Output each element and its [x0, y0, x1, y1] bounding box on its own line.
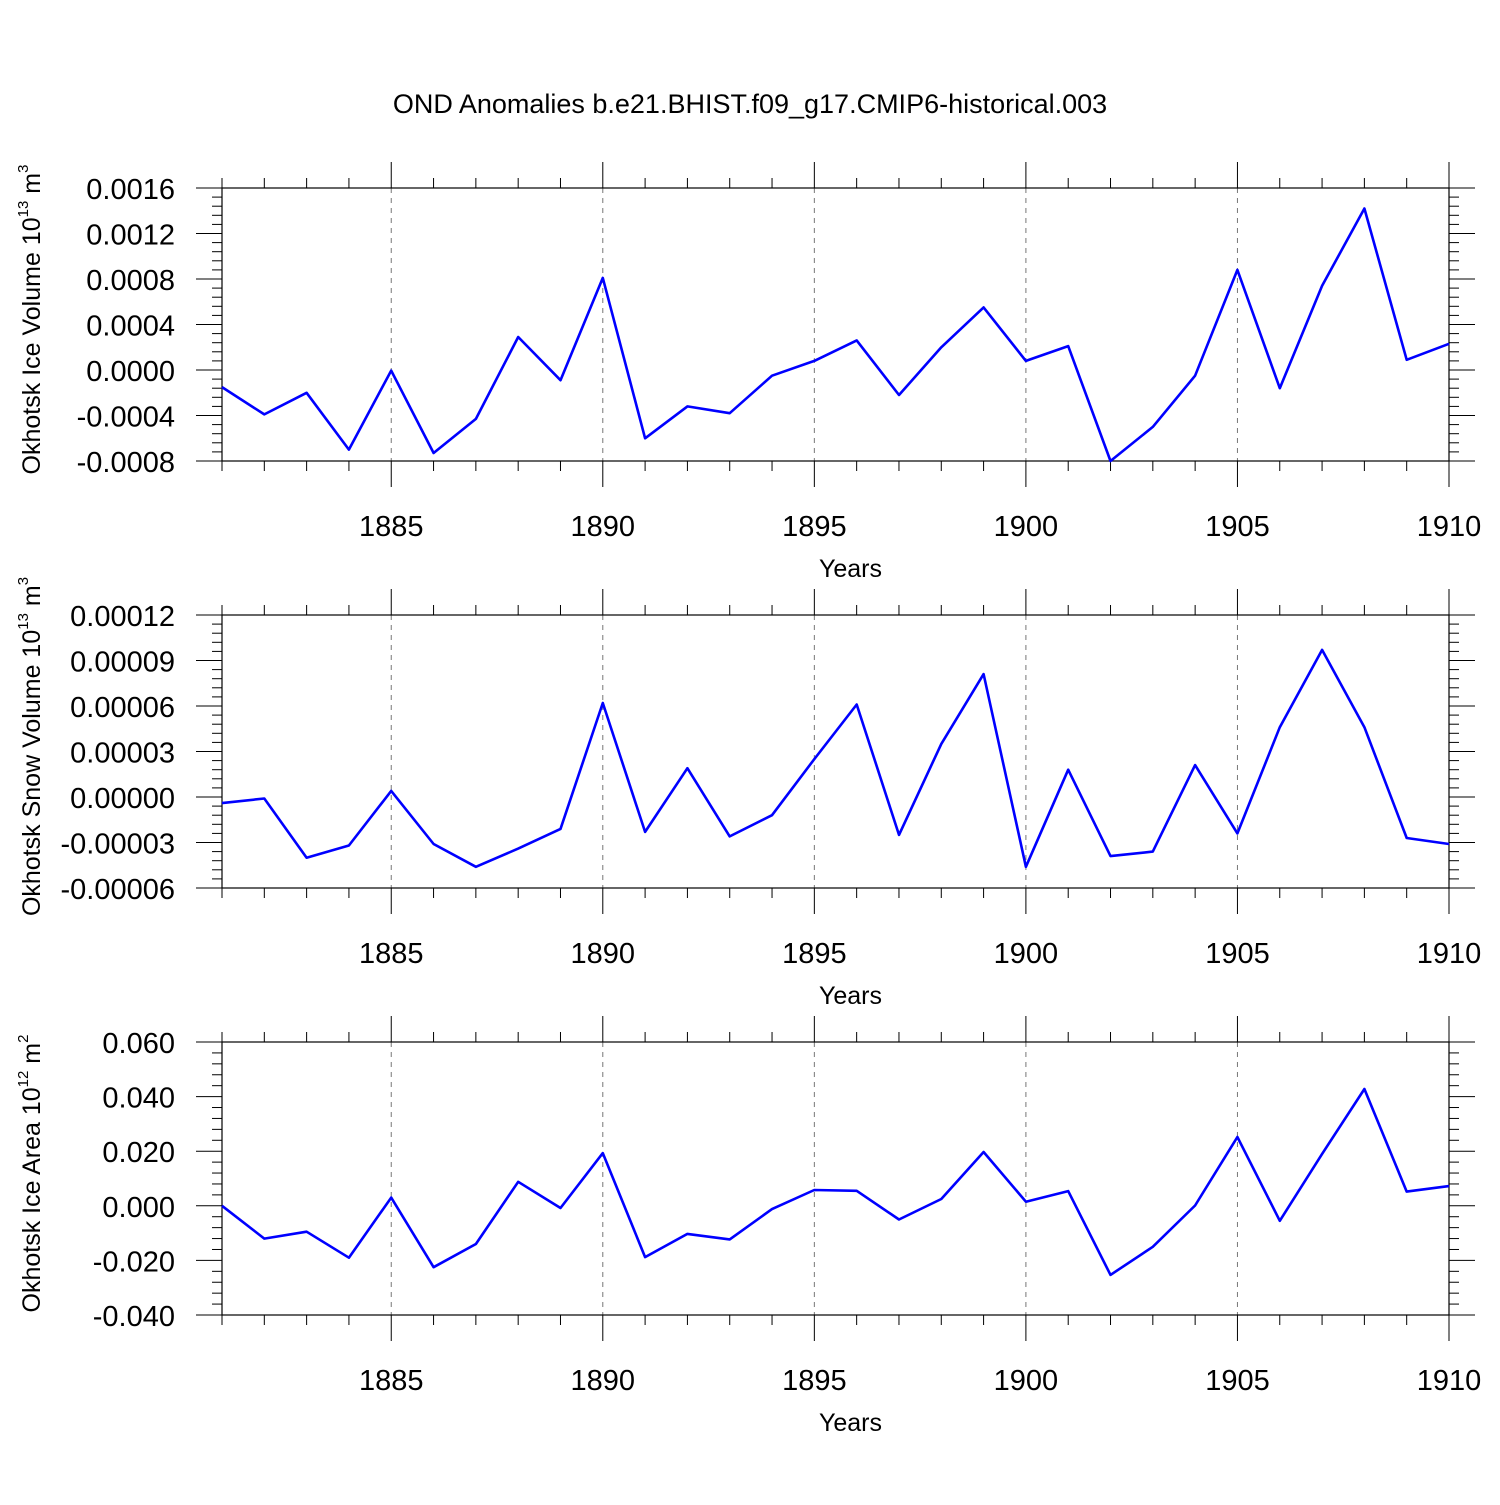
y-tick-label: -0.00006	[61, 874, 176, 906]
x-tick-label: 1895	[782, 938, 847, 970]
panel-1: 1885 1890 1895 1900 1905 1910 -0.0008 -0.0004 0.…	[15, 162, 1481, 583]
y-tick-label: 0.000	[102, 1192, 175, 1224]
y-tick-label: 0.0004	[86, 311, 175, 343]
y-tick-label: 0.040	[102, 1083, 175, 1115]
y-tick-label: -0.0008	[77, 447, 175, 479]
x-tick-label: 1885	[359, 938, 424, 970]
panels: 1885 1890 1895 1900 1905 1910 -0.0008 -0.0004 0.…	[15, 162, 1481, 1437]
x-tick-label: 1910	[1417, 511, 1482, 543]
x-tick-label: 1895	[782, 1365, 847, 1397]
y-tick-label: 0.00009	[70, 647, 175, 679]
y-axis-label: Okhotsk Ice Volume 1013 m3	[15, 165, 46, 475]
plot-frame	[222, 1042, 1449, 1315]
x-tick-label: 1900	[994, 1365, 1059, 1397]
y-axis-label: Okhotsk Ice Area 1012 m2	[15, 1035, 46, 1313]
x-axis-label: Years	[819, 982, 882, 1010]
x-tick-label: 1885	[359, 511, 424, 543]
x-tick-label: 1885	[359, 1365, 424, 1397]
x-tick-label: 1895	[782, 511, 847, 543]
panel-2: 1885 1890 1895 1900 1905 1910 -0.00006 -0.00003…	[15, 577, 1481, 1010]
y-tick-label: 0.0016	[86, 174, 175, 206]
y-tick-label: -0.040	[93, 1301, 175, 1333]
x-tick-label: 1905	[1205, 1365, 1270, 1397]
x-tick-label: 1905	[1205, 938, 1270, 970]
y-tick-label: -0.00003	[61, 829, 176, 861]
x-tick-label: 1910	[1417, 1365, 1482, 1397]
x-tick-label: 1890	[571, 511, 636, 543]
x-axis-label: Years	[819, 1409, 882, 1437]
x-tick-label: 1900	[994, 511, 1059, 543]
y-tick-label: 0.0012	[86, 220, 175, 252]
y-tick-label: 0.060	[102, 1028, 175, 1060]
y-axis-label: Okhotsk Snow Volume 1013 m3	[15, 577, 46, 916]
y-tick-label: 0.0000	[86, 356, 175, 388]
x-tick-label: 1905	[1205, 511, 1270, 543]
x-axis-label: Years	[819, 555, 882, 583]
y-tick-label: 0.0008	[86, 265, 175, 297]
x-tick-label: 1890	[571, 1365, 636, 1397]
y-tick-label: 0.00006	[70, 692, 175, 724]
y-tick-label: 0.00012	[70, 601, 175, 633]
x-tick-label: 1890	[571, 938, 636, 970]
chart-title: OND Anomalies b.e21.BHIST.f09_g17.CMIP6-…	[393, 89, 1107, 119]
plot-frame	[222, 615, 1449, 888]
plot-frame	[222, 188, 1449, 461]
series-line	[222, 209, 1449, 462]
x-tick-label: 1900	[994, 938, 1059, 970]
series-line	[222, 650, 1449, 867]
y-tick-label: 0.00003	[70, 738, 175, 770]
x-tick-label: 1910	[1417, 938, 1482, 970]
y-tick-label: 0.020	[102, 1137, 175, 1169]
series-line	[222, 1089, 1449, 1275]
y-tick-label: -0.0004	[77, 402, 175, 434]
y-tick-label: 0.00000	[70, 783, 175, 815]
panel-3: 1885 1890 1895 1900 1905 1910 -0.040 -0.020 0.00…	[15, 1016, 1481, 1437]
y-tick-label: -0.020	[93, 1246, 175, 1278]
